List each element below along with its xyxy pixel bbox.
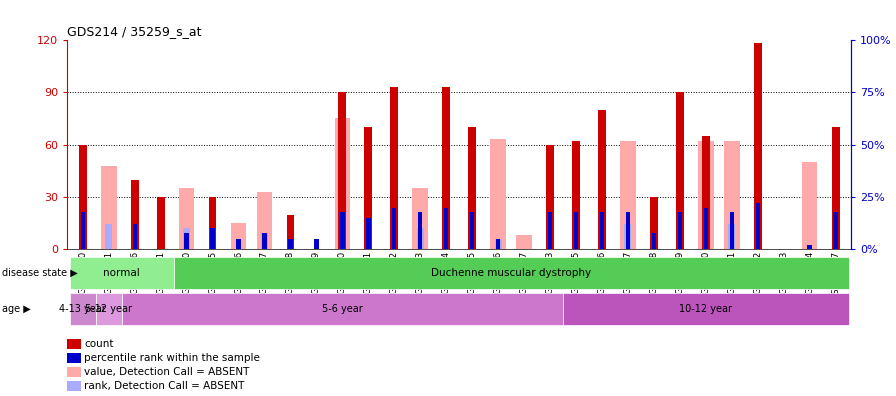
Text: 10-12 year: 10-12 year (679, 304, 732, 314)
Bar (79, 145, 87, 249)
FancyBboxPatch shape (70, 293, 96, 325)
Bar (101, 166, 116, 249)
Bar (289, 239, 293, 249)
Bar (443, 87, 450, 249)
Bar (444, 208, 448, 249)
Bar (831, 127, 840, 249)
FancyBboxPatch shape (563, 293, 849, 325)
Bar (179, 188, 194, 249)
Text: 4-13 year: 4-13 year (59, 304, 106, 314)
Bar (650, 197, 658, 249)
Bar (366, 218, 371, 249)
Bar (287, 215, 295, 249)
Bar (702, 136, 710, 249)
Bar (625, 212, 630, 249)
Bar (802, 162, 817, 249)
Text: 5-6 year: 5-6 year (322, 304, 363, 314)
Bar (81, 212, 85, 249)
Bar (334, 118, 350, 249)
Bar (469, 127, 476, 249)
FancyBboxPatch shape (174, 257, 849, 289)
Bar (131, 179, 139, 249)
Bar (516, 236, 532, 249)
Text: Duchenne muscular dystrophy: Duchenne muscular dystrophy (431, 268, 591, 278)
Bar (418, 212, 422, 249)
Text: GDS214 / 35259_s_at: GDS214 / 35259_s_at (67, 25, 202, 38)
Bar (365, 127, 372, 249)
FancyBboxPatch shape (96, 293, 122, 325)
Bar (314, 239, 319, 249)
Bar (67, 339, 82, 349)
Bar (729, 212, 734, 249)
Bar (807, 245, 812, 249)
Bar (651, 233, 656, 249)
Bar (625, 224, 632, 249)
Bar (833, 212, 838, 249)
Bar (183, 228, 190, 249)
Bar (599, 110, 606, 249)
Bar (417, 228, 424, 249)
Text: normal: normal (103, 268, 140, 278)
Bar (392, 208, 396, 249)
Bar (209, 197, 217, 249)
Bar (339, 92, 346, 249)
Bar (573, 141, 580, 249)
Bar (755, 203, 760, 249)
Bar (490, 139, 506, 249)
Bar (754, 43, 762, 249)
Text: rank, Detection Call = ABSENT: rank, Detection Call = ABSENT (84, 381, 245, 391)
Bar (412, 188, 428, 249)
FancyBboxPatch shape (122, 293, 563, 325)
FancyBboxPatch shape (70, 257, 174, 289)
Text: percentile rank within the sample: percentile rank within the sample (84, 353, 261, 363)
Bar (495, 239, 502, 249)
Bar (257, 192, 272, 249)
Bar (133, 224, 137, 249)
Bar (67, 381, 82, 391)
Bar (698, 141, 713, 249)
Bar (67, 353, 82, 363)
Bar (496, 239, 500, 249)
Bar (547, 145, 554, 249)
Bar (211, 228, 215, 249)
Bar (105, 224, 112, 249)
Bar (620, 141, 636, 249)
Text: count: count (84, 339, 114, 349)
Bar (339, 212, 346, 249)
Bar (724, 141, 739, 249)
Bar (157, 197, 165, 249)
Bar (728, 224, 736, 249)
Bar (573, 212, 578, 249)
Bar (677, 212, 682, 249)
Bar (599, 212, 604, 249)
Text: disease state ▶: disease state ▶ (2, 268, 78, 278)
Bar (702, 224, 710, 249)
Text: age ▶: age ▶ (2, 304, 30, 314)
Bar (261, 233, 268, 249)
Text: 5-12 year: 5-12 year (85, 304, 133, 314)
Bar (676, 92, 684, 249)
Bar (67, 367, 82, 377)
Bar (547, 212, 552, 249)
Bar (340, 212, 345, 249)
Text: value, Detection Call = ABSENT: value, Detection Call = ABSENT (84, 367, 250, 377)
Bar (263, 233, 267, 249)
Bar (703, 208, 708, 249)
Bar (231, 223, 246, 249)
Bar (185, 233, 189, 249)
Bar (470, 212, 474, 249)
Bar (391, 87, 398, 249)
Bar (237, 239, 241, 249)
